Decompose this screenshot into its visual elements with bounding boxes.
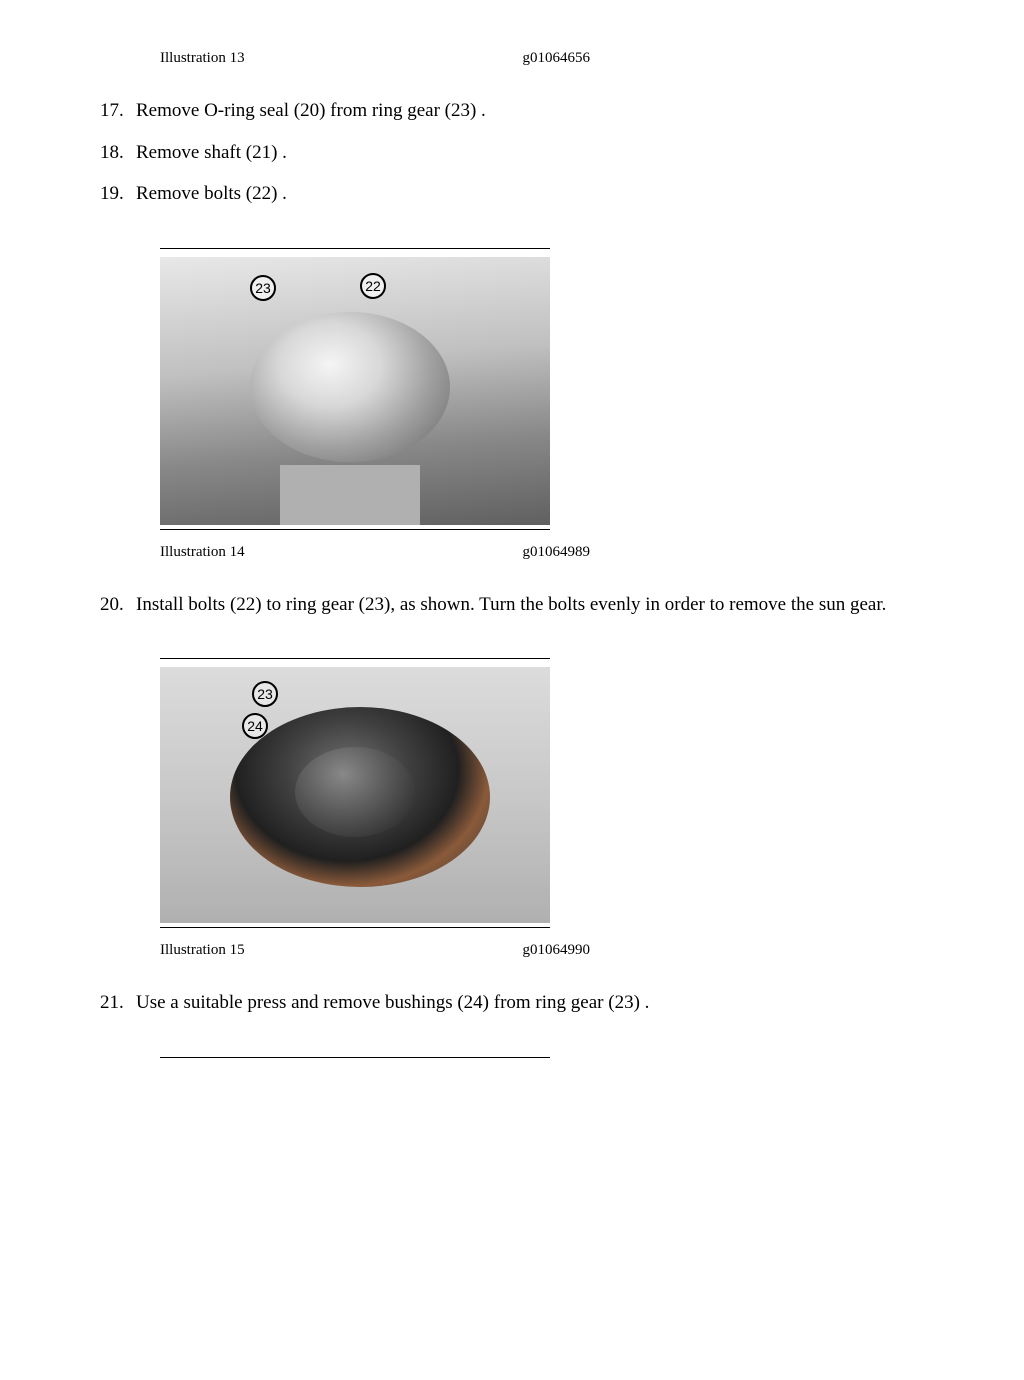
- callout-22: 22: [360, 273, 386, 299]
- figure-next: [160, 1057, 964, 1058]
- illustration-label: Illustration 13: [160, 50, 523, 67]
- figure-rule-top: [160, 248, 550, 249]
- illustration-code: g01064990: [523, 942, 591, 959]
- procedure-steps-group-1: 17. Remove O-ring seal (20) from ring ge…: [100, 97, 964, 208]
- figure-rule-bottom: [160, 927, 550, 928]
- step-21: 21. Use a suitable press and remove bush…: [100, 989, 964, 1017]
- illustration-label: Illustration 15: [160, 942, 523, 959]
- figure-rule-top: [160, 658, 550, 659]
- illustration-label: Illustration 14: [160, 544, 523, 561]
- step-19: 19. Remove bolts (22) .: [100, 180, 964, 208]
- figure-rule-bottom: [160, 529, 550, 530]
- illustration-code: g01064656: [523, 50, 591, 67]
- stand-shape: [280, 465, 420, 525]
- illustration-13-caption: Illustration 13 g01064656: [160, 50, 590, 67]
- step-20: 20. Install bolts (22) to ring gear (23)…: [100, 591, 964, 619]
- illustration-15-image: 23 24: [160, 667, 550, 923]
- figure-rule-top: [160, 1057, 550, 1058]
- hub-shape: [250, 311, 450, 461]
- figure-14: 23 22: [160, 248, 964, 530]
- step-number: 18.: [100, 139, 136, 167]
- step-number: 21.: [100, 989, 136, 1017]
- procedure-steps-group-2: 20. Install bolts (22) to ring gear (23)…: [100, 591, 964, 619]
- step-text: Remove bolts (22) .: [136, 180, 964, 208]
- step-number: 17.: [100, 97, 136, 125]
- step-18: 18. Remove shaft (21) .: [100, 139, 964, 167]
- illustration-15-caption: Illustration 15 g01064990: [160, 942, 590, 959]
- callout-23: 23: [252, 681, 278, 707]
- step-text: Use a suitable press and remove bushings…: [136, 989, 964, 1017]
- step-17: 17. Remove O-ring seal (20) from ring ge…: [100, 97, 964, 125]
- illustration-14-image: 23 22: [160, 257, 550, 525]
- step-text: Remove O-ring seal (20) from ring gear (…: [136, 97, 964, 125]
- callout-24: 24: [242, 713, 268, 739]
- illustration-14-caption: Illustration 14 g01064989: [160, 544, 590, 561]
- procedure-steps-group-3: 21. Use a suitable press and remove bush…: [100, 989, 964, 1017]
- step-number: 20.: [100, 591, 136, 619]
- figure-15: 23 24: [160, 658, 964, 928]
- gear-inner-shape: [295, 747, 415, 837]
- step-text: Remove shaft (21) .: [136, 139, 964, 167]
- step-text: Install bolts (22) to ring gear (23), as…: [136, 591, 964, 619]
- illustration-code: g01064989: [523, 544, 591, 561]
- step-number: 19.: [100, 180, 136, 208]
- callout-23: 23: [250, 275, 276, 301]
